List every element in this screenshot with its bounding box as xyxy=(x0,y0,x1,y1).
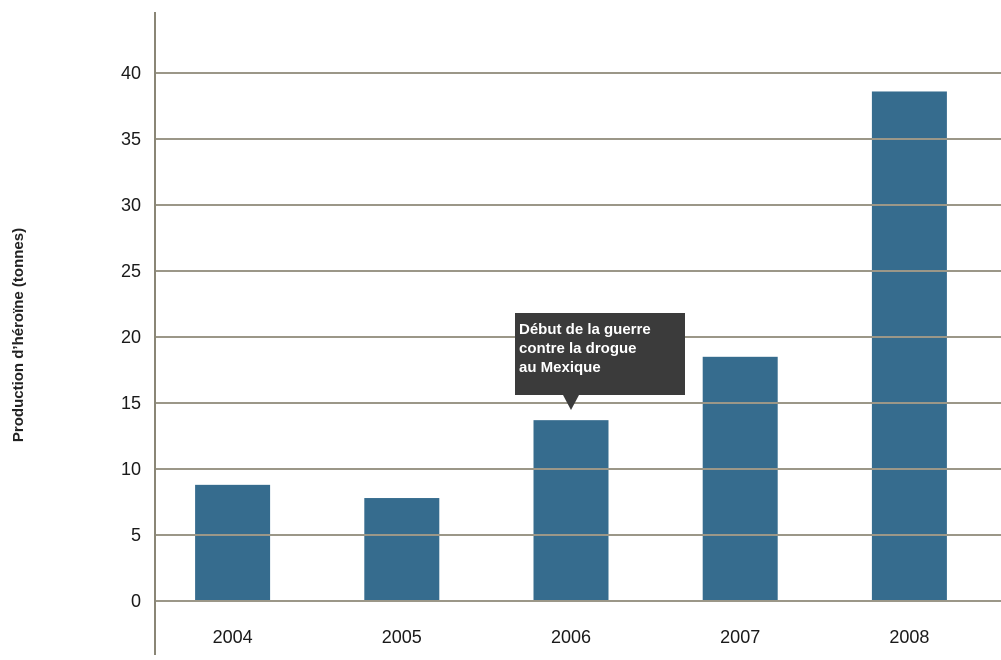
grid-lines xyxy=(155,72,1001,602)
bars xyxy=(195,91,947,601)
bar-2007 xyxy=(702,356,778,601)
bar-2005 xyxy=(364,498,440,601)
y-tick-label-15: 15 xyxy=(121,393,141,413)
y-axis-label: Production d’héroïne (tonnes) xyxy=(10,228,27,442)
x-tick-label-2007: 2007 xyxy=(720,627,760,647)
annotation-line-2: contre la drogue xyxy=(519,340,637,357)
x-tick-labels: 2004 2005 2006 2007 2008 xyxy=(213,627,930,647)
bar-2004 xyxy=(195,484,271,601)
x-tick-label-2008: 2008 xyxy=(889,627,929,647)
annotation-callout: Début de la guerre contre la drogue au Mex… xyxy=(515,313,685,410)
annotation-box xyxy=(515,313,685,395)
annotation-line-3: au Mexique xyxy=(519,359,601,376)
bar-2008 xyxy=(871,91,947,601)
y-tick-label-10: 10 xyxy=(121,459,141,479)
y-tick-label-35: 35 xyxy=(121,129,141,149)
y-tick-labels: 0 5 10 15 20 25 30 35 40 xyxy=(121,63,141,611)
annotation-line-1: Début de la guerre xyxy=(519,321,651,338)
y-tick-label-5: 5 xyxy=(131,525,141,545)
y-tick-label-25: 25 xyxy=(121,261,141,281)
y-tick-label-0: 0 xyxy=(131,591,141,611)
x-tick-label-2004: 2004 xyxy=(213,627,253,647)
bar-2006 xyxy=(533,420,609,601)
y-tick-label-40: 40 xyxy=(121,63,141,83)
y-tick-label-20: 20 xyxy=(121,327,141,347)
annotation-pointer xyxy=(563,395,579,410)
x-tick-label-2005: 2005 xyxy=(382,627,422,647)
x-tick-label-2006: 2006 xyxy=(551,627,591,647)
y-tick-label-30: 30 xyxy=(121,195,141,215)
